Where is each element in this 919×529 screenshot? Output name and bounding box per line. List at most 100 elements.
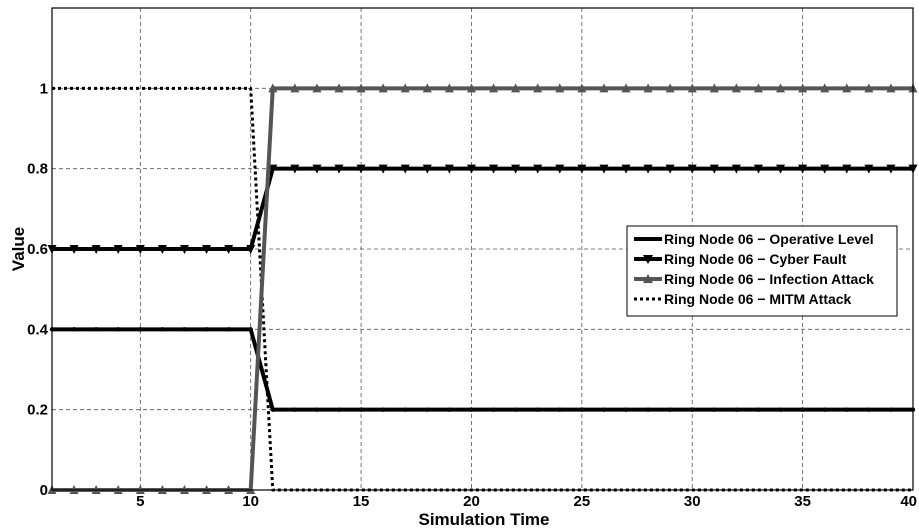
series-marker	[712, 407, 717, 412]
series-marker	[842, 83, 852, 93]
series-marker	[665, 83, 675, 93]
series-marker	[268, 164, 278, 174]
series-marker	[469, 407, 474, 412]
series-marker	[687, 83, 697, 93]
series-marker	[756, 407, 761, 412]
series-marker	[290, 164, 300, 174]
series-marker	[444, 83, 454, 93]
x-axis-label: Simulation Time	[419, 510, 550, 529]
series-marker	[555, 164, 565, 174]
series-marker	[776, 83, 786, 93]
series-marker	[425, 407, 430, 412]
series-marker	[800, 407, 805, 412]
x-tick-label: 20	[463, 493, 480, 510]
y-axis-label: Value	[9, 227, 28, 271]
series-marker	[422, 164, 432, 174]
series-marker	[557, 407, 562, 412]
series-marker	[400, 164, 410, 174]
series-line	[52, 327, 913, 412]
series-marker	[292, 407, 298, 412]
series-marker	[312, 164, 322, 174]
series-marker	[643, 164, 653, 174]
series-marker	[71, 327, 77, 332]
series-marker	[535, 407, 540, 412]
series-marker	[378, 83, 388, 93]
series-marker	[224, 245, 234, 254]
series-marker	[356, 164, 366, 174]
series-marker	[93, 327, 99, 332]
series-marker	[160, 327, 165, 332]
series-marker	[290, 83, 300, 93]
tick-labels: 5 10 15 20 25 30 35 40 0 0.2 0.4 0.6 0.8 1	[27, 80, 917, 510]
x-tick-label: 5	[136, 493, 144, 510]
series-marker	[270, 407, 275, 412]
y-tick-label: 1	[40, 80, 48, 97]
x-tick-label: 30	[684, 493, 701, 510]
y-tick-label: 0.4	[27, 321, 49, 338]
series-marker	[113, 245, 123, 254]
legend-label: Ring Node 06 − Cyber Fault	[664, 251, 847, 267]
series-marker	[886, 164, 896, 174]
series-marker	[380, 407, 386, 412]
series-marker	[246, 245, 256, 254]
series-marker	[491, 407, 496, 412]
series-marker	[888, 407, 894, 412]
series-marker	[866, 407, 872, 412]
series-marker	[511, 164, 521, 174]
series-marker	[334, 164, 344, 174]
x-tick-label: 40	[900, 493, 917, 510]
series-marker	[621, 164, 631, 174]
series-marker	[776, 164, 786, 174]
series-marker	[734, 407, 739, 412]
x-tick-label: 15	[353, 493, 370, 510]
series-marker	[358, 407, 364, 412]
series-marker	[533, 83, 543, 93]
series-marker	[314, 407, 320, 412]
series-marker	[466, 83, 476, 93]
y-tick-label: 0.6	[27, 241, 48, 258]
series-marker	[447, 407, 452, 412]
legend-label: Ring Node 06 − Infection Attack	[664, 271, 874, 287]
series-marker	[312, 83, 322, 93]
series-marker	[667, 407, 673, 412]
series-marker	[864, 164, 874, 174]
series-marker	[687, 164, 697, 174]
series-marker	[138, 327, 143, 332]
series-marker	[577, 83, 587, 93]
series-marker	[513, 407, 518, 412]
series-marker	[179, 245, 189, 254]
legend: Ring Node 06 − Operative Level Ring Node …	[626, 225, 898, 317]
series-marker	[798, 83, 808, 93]
legend-marker	[643, 274, 653, 283]
series-marker	[601, 407, 607, 412]
legend-marker	[643, 255, 653, 264]
series-marker	[599, 83, 609, 93]
series-marker	[400, 83, 410, 93]
x-tick-label: 10	[242, 493, 259, 510]
series-marker	[820, 164, 830, 174]
series-marker	[842, 164, 852, 174]
series-marker	[643, 83, 653, 93]
series-marker	[621, 83, 631, 93]
series-marker	[731, 164, 741, 174]
series-marker	[753, 83, 763, 93]
series-marker	[422, 83, 432, 93]
series-marker	[336, 407, 342, 412]
series-marker	[709, 164, 719, 174]
series-marker	[444, 164, 454, 174]
y-tick-label: 0.8	[27, 161, 48, 178]
series-marker	[226, 327, 231, 332]
series-marker	[599, 164, 609, 174]
series-marker	[91, 245, 101, 254]
legend-label: Ring Node 06 − MITM Attack	[664, 291, 852, 307]
series-marker	[248, 327, 253, 332]
series-marker	[334, 83, 344, 93]
series-marker	[820, 83, 830, 93]
series-marker	[753, 164, 763, 174]
series-marker	[356, 83, 366, 93]
series-marker	[511, 83, 521, 93]
series-marker	[822, 407, 827, 412]
series-marker	[533, 164, 543, 174]
series-marker	[466, 164, 476, 174]
